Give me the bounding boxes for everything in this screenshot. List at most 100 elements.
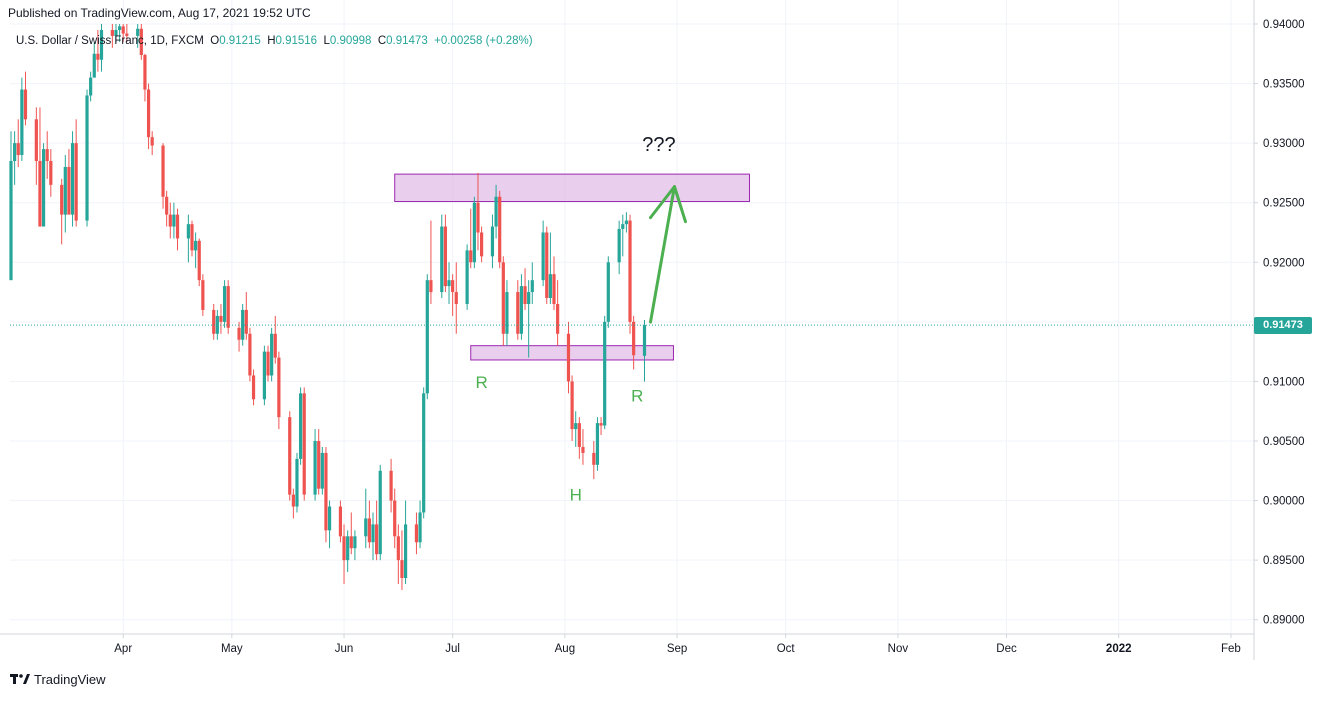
zone-support[interactable] [470, 345, 674, 361]
candle[interactable] [393, 488, 397, 549]
candle[interactable] [570, 375, 574, 441]
candle[interactable] [302, 387, 306, 501]
candle[interactable] [494, 184, 498, 239]
candle[interactable] [251, 369, 256, 406]
candle[interactable] [63, 155, 67, 233]
candle[interactable] [346, 530, 350, 573]
candle[interactable] [389, 458, 393, 513]
zone-resistance[interactable] [394, 173, 750, 203]
candle[interactable] [400, 530, 404, 590]
candle[interactable] [545, 226, 549, 304]
candle[interactable] [327, 500, 332, 549]
candle[interactable] [530, 262, 534, 304]
candle[interactable] [186, 214, 190, 263]
candle[interactable] [212, 303, 216, 340]
candle[interactable] [114, 24, 118, 42]
candle[interactable] [429, 220, 433, 304]
candle[interactable] [96, 29, 100, 72]
candle[interactable] [469, 208, 473, 269]
candle[interactable] [375, 500, 379, 561]
candle[interactable] [219, 303, 223, 334]
candle[interactable] [364, 488, 368, 549]
candle[interactable] [222, 280, 227, 328]
candle[interactable] [476, 172, 480, 251]
candle[interactable] [595, 417, 600, 471]
candle[interactable] [454, 262, 458, 334]
candle[interactable] [606, 256, 610, 328]
candle[interactable] [523, 268, 527, 310]
candle[interactable] [628, 214, 632, 334]
candle[interactable] [262, 345, 266, 406]
candle[interactable] [136, 24, 140, 48]
candle[interactable] [190, 220, 194, 257]
candle[interactable] [367, 500, 371, 549]
candle[interactable] [498, 190, 502, 269]
candle[interactable] [125, 24, 129, 42]
candle[interactable] [472, 196, 476, 269]
candle[interactable] [480, 226, 484, 263]
candle[interactable] [592, 440, 596, 480]
candle[interactable] [143, 53, 147, 102]
candle[interactable] [23, 71, 28, 126]
candle[interactable] [197, 238, 201, 287]
candle[interactable] [403, 500, 408, 584]
candle[interactable] [201, 274, 205, 316]
candle[interactable] [556, 280, 560, 346]
candle[interactable] [270, 327, 274, 382]
candle[interactable] [324, 446, 328, 543]
candle[interactable] [237, 321, 241, 352]
candle[interactable] [603, 315, 607, 430]
candle[interactable] [527, 280, 531, 358]
candle[interactable] [505, 280, 509, 346]
candle[interactable] [273, 315, 277, 364]
candle[interactable] [418, 500, 422, 549]
candle[interactable] [175, 208, 180, 251]
candle[interactable] [74, 119, 78, 227]
candle[interactable] [34, 107, 38, 185]
candle[interactable] [599, 417, 603, 436]
candle[interactable] [451, 274, 455, 316]
candle[interactable] [277, 351, 281, 430]
candle[interactable] [67, 149, 71, 215]
candle[interactable] [320, 446, 324, 495]
candle[interactable] [194, 232, 198, 269]
candle[interactable] [577, 417, 581, 459]
candle[interactable] [85, 89, 89, 227]
candle[interactable] [338, 500, 343, 543]
candle[interactable] [342, 524, 346, 584]
candle[interactable] [49, 149, 53, 197]
candle[interactable] [266, 345, 270, 382]
candle[interactable] [425, 274, 429, 400]
candle[interactable] [519, 274, 524, 340]
candle[interactable] [422, 387, 426, 519]
candle[interactable] [41, 143, 46, 227]
candle[interactable] [20, 77, 24, 162]
candle[interactable] [313, 429, 317, 501]
candle[interactable] [490, 214, 495, 269]
candle[interactable] [566, 321, 571, 394]
candle[interactable] [447, 262, 451, 304]
candle[interactable] [353, 530, 357, 561]
candle[interactable] [150, 131, 154, 156]
candle[interactable] [632, 315, 636, 370]
candle[interactable] [516, 280, 520, 340]
candle[interactable] [443, 214, 447, 293]
candle[interactable] [241, 303, 245, 346]
candle[interactable] [624, 212, 628, 233]
candle[interactable] [139, 24, 143, 60]
candle[interactable] [295, 452, 299, 513]
candle[interactable] [465, 244, 469, 310]
candle[interactable] [548, 232, 552, 304]
candle[interactable] [244, 292, 248, 340]
candle[interactable] [168, 202, 172, 239]
candle[interactable] [552, 256, 556, 310]
candle[interactable] [118, 24, 122, 42]
candle[interactable] [89, 71, 93, 102]
candle[interactable] [396, 524, 400, 584]
candle[interactable] [414, 512, 419, 555]
candle[interactable] [70, 131, 75, 227]
candle[interactable] [288, 411, 292, 501]
candle[interactable] [226, 280, 230, 334]
candle[interactable] [146, 83, 151, 150]
